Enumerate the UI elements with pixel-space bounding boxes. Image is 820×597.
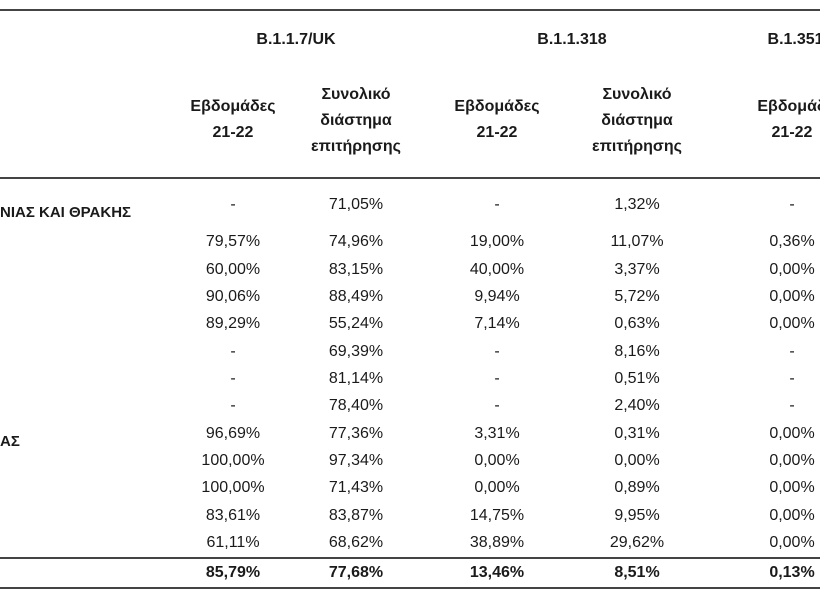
group-header: B.1.351_ xyxy=(767,31,820,48)
cell: - xyxy=(789,370,795,387)
cell: 60,00% xyxy=(205,261,261,278)
cell: 78,40% xyxy=(328,397,384,414)
cell: 8,16% xyxy=(614,343,660,360)
row-label: ΝΙΑΣ ΚΑΙ ΘΡΑΚΗΣ xyxy=(0,204,132,221)
cell: 0,00% xyxy=(769,425,815,442)
cell: 9,95% xyxy=(614,507,660,524)
top-rule xyxy=(0,9,820,11)
cell: 97,34% xyxy=(328,452,384,469)
cell: 68,62% xyxy=(328,534,384,551)
cell: 0,00% xyxy=(474,452,520,469)
cell: 83,87% xyxy=(328,507,384,524)
total-rule xyxy=(0,557,820,559)
cell: 96,69% xyxy=(205,425,261,442)
cell: 90,06% xyxy=(205,288,261,305)
cell: 0,00% xyxy=(769,534,815,551)
column-header: Εβδομάδ 21-22 xyxy=(757,98,820,141)
cell: 0,00% xyxy=(474,479,520,496)
total-cell: 85,79% xyxy=(205,564,261,581)
cell: 74,96% xyxy=(328,233,384,250)
total-cell: 8,51% xyxy=(614,564,660,581)
cell: 11,07% xyxy=(610,233,664,250)
cell: 0,00% xyxy=(769,261,815,278)
cell: - xyxy=(494,343,500,360)
cell: 38,89% xyxy=(469,534,525,551)
cell: 0,00% xyxy=(614,452,660,469)
cell: - xyxy=(230,196,236,213)
row-label: ΑΣ xyxy=(0,433,20,450)
cell: 81,14% xyxy=(328,370,384,387)
cell: 9,94% xyxy=(474,288,520,305)
cell: 40,00% xyxy=(469,261,525,278)
column-header: Εβδομάδες 21-22 xyxy=(454,98,540,141)
cell: - xyxy=(230,370,236,387)
bottom-rule xyxy=(0,587,820,589)
cell: 83,15% xyxy=(328,261,384,278)
cell: 88,49% xyxy=(328,288,384,305)
total-cell: 0,13% xyxy=(769,564,815,581)
cell: - xyxy=(494,370,500,387)
cell: 0,63% xyxy=(614,315,660,332)
cell: 0,00% xyxy=(769,452,815,469)
total-cell: 77,68% xyxy=(328,564,384,581)
cell: 0,00% xyxy=(769,507,815,524)
cell: 5,72% xyxy=(614,288,660,305)
cell: 0,00% xyxy=(769,479,815,496)
cell: 0,00% xyxy=(769,315,815,332)
cell: 71,05% xyxy=(328,196,384,213)
total-cell: 13,46% xyxy=(469,564,525,581)
cell: - xyxy=(789,397,795,414)
cell: 61,11% xyxy=(206,534,260,551)
cell: - xyxy=(789,196,795,213)
cell: 77,36% xyxy=(328,425,384,442)
group-header: B.1.1.318 xyxy=(537,31,607,48)
cell: - xyxy=(789,343,795,360)
cell: 100,00% xyxy=(201,479,265,496)
cell: 89,29% xyxy=(205,315,261,332)
cell: 0,89% xyxy=(614,479,660,496)
cell: 2,40% xyxy=(614,397,660,414)
cell: 0,51% xyxy=(614,370,660,387)
cell: 79,57% xyxy=(205,233,261,250)
cell: 83,61% xyxy=(205,507,261,524)
cell: - xyxy=(494,397,500,414)
cell: 3,37% xyxy=(614,261,660,278)
cell: 69,39% xyxy=(328,343,384,360)
column-header: Συνολικό διάστημα επιτήρησης xyxy=(592,86,682,155)
cell: 0,36% xyxy=(769,233,815,250)
cell: 0,31% xyxy=(614,425,660,442)
cell: 1,32% xyxy=(614,196,660,213)
cell: 29,62% xyxy=(609,534,665,551)
cell: - xyxy=(230,397,236,414)
column-header: Εβδομάδες 21-22 xyxy=(190,98,276,141)
cell: 14,75% xyxy=(469,507,525,524)
cell: 19,00% xyxy=(469,233,525,250)
cell: 7,14% xyxy=(474,315,520,332)
cell: 3,31% xyxy=(474,425,520,442)
cell: 55,24% xyxy=(328,315,384,332)
cell: 71,43% xyxy=(328,479,384,496)
header-rule xyxy=(0,177,820,179)
cell: 100,00% xyxy=(201,452,265,469)
group-header: B.1.1.7/UK xyxy=(256,31,336,48)
column-header: Συνολικό διάστημα επιτήρησης xyxy=(311,86,401,155)
cell: - xyxy=(230,343,236,360)
cell: 0,00% xyxy=(769,288,815,305)
cell: - xyxy=(494,196,500,213)
